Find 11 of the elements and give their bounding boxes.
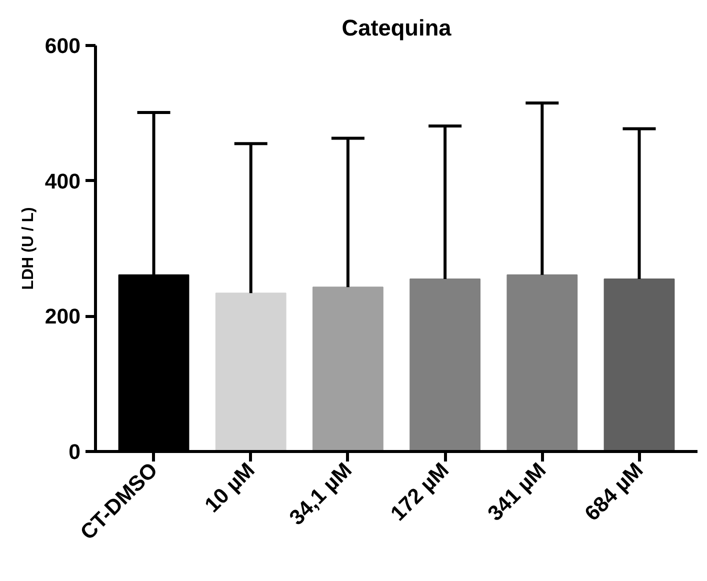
y-tick-label: 400 bbox=[44, 169, 81, 194]
y-tick-label: 600 bbox=[44, 34, 81, 58]
y-axis-title: LDH (U / L) bbox=[20, 207, 37, 290]
x-tick-label: 34,1 µM bbox=[284, 458, 356, 530]
x-tick-label: 172 µM bbox=[386, 458, 454, 526]
x-tick-label: 684 µM bbox=[580, 458, 648, 526]
chart-title: Catequina bbox=[342, 14, 452, 40]
x-tick-label: 10 µM bbox=[200, 458, 260, 518]
y-tick-label: 200 bbox=[44, 304, 81, 329]
y-tick-label: 0 bbox=[68, 440, 81, 464]
x-tick-label: 341 µM bbox=[483, 458, 551, 526]
